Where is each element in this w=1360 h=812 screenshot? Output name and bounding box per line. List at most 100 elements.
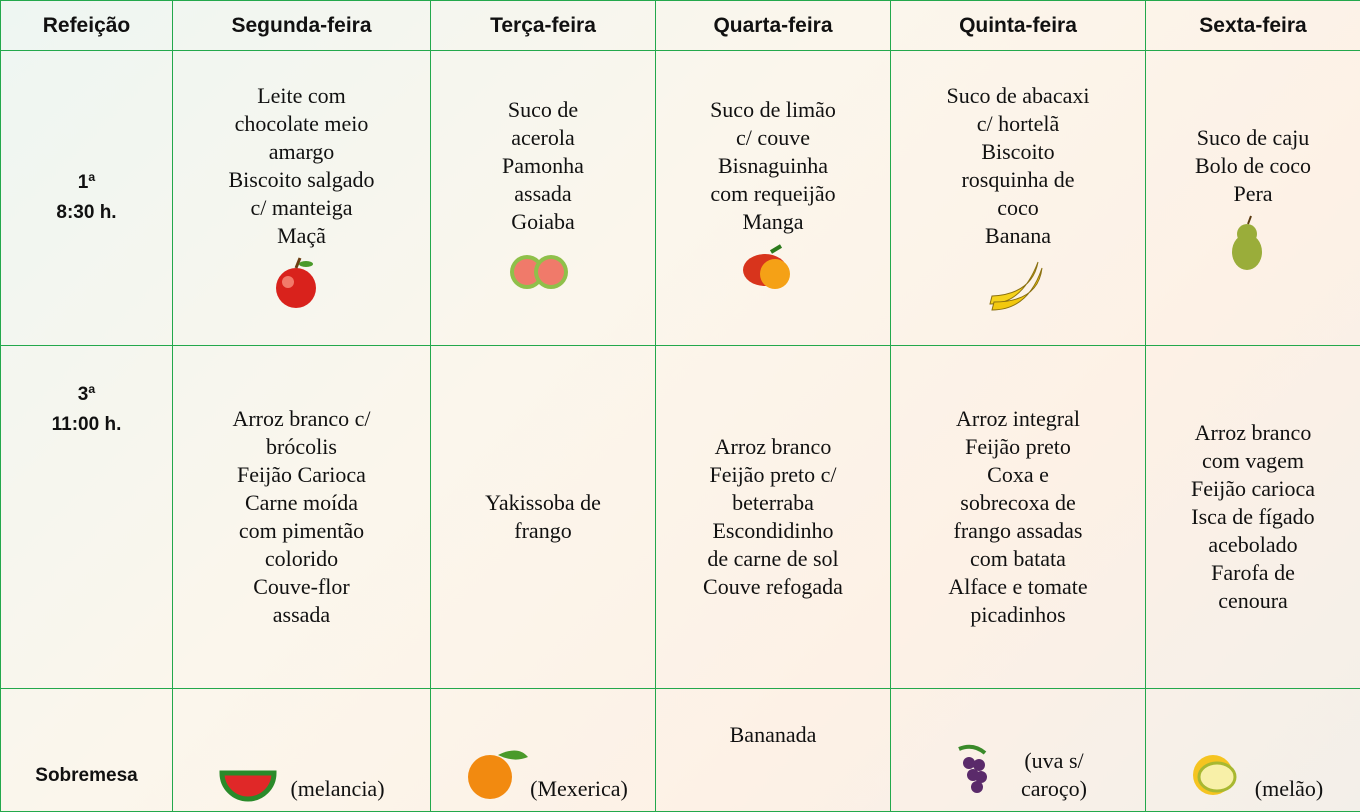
header-text: Refeição xyxy=(42,13,131,37)
menu-line: brócolis xyxy=(266,434,337,459)
menu-line: Suco de limão xyxy=(710,97,836,122)
menu-line: Leite com xyxy=(257,83,346,108)
row-label-cell: Sobremesa xyxy=(0,688,173,812)
menu-cell: Arroz branco com vagem Feijão carioca Isca … xyxy=(1145,345,1360,689)
fruit-icon xyxy=(1232,215,1262,270)
menu-line: acerola xyxy=(511,125,575,150)
header-text: Quinta-feira xyxy=(959,13,1077,37)
label-line: 8:30 h. xyxy=(56,202,117,223)
menu-line: Yakissoba de xyxy=(485,490,601,515)
row-label-cell: 1ª 8:30 h. xyxy=(0,50,173,346)
menu-text: Leite com chocolate meio amargo Biscoito sa… xyxy=(228,82,374,250)
menu-cell: Arroz branco Feijão preto c/beterraba Esco… xyxy=(655,345,891,689)
row-label-cell: 3ª 11:00 h. xyxy=(0,345,173,689)
menu-line: Arroz branco xyxy=(714,434,832,459)
menu-line: de carne de sol xyxy=(707,546,839,571)
menu-cell: Suco de limão c/ couve Bisnaguinha com requ… xyxy=(655,50,891,346)
menu-line: frango xyxy=(514,518,572,543)
menu-line: com batata xyxy=(970,546,1066,571)
menu-line: amargo xyxy=(268,139,335,164)
label-line: 11:00 h. xyxy=(51,414,122,435)
menu-text: Suco de caju Bolo de coco Pera xyxy=(1195,124,1311,208)
menu-cell: Leite com chocolate meio amargo Biscoito sa… xyxy=(172,50,431,346)
menu-cell: Bananada xyxy=(655,688,891,812)
label-line: 1ª xyxy=(77,172,96,193)
menu-cell: Suco de caju Bolo de coco Pera xyxy=(1145,50,1360,346)
menu-line: Arroz branco c/ xyxy=(232,406,371,431)
menu-line: Isca de fígado xyxy=(1191,504,1315,529)
menu-line: Suco de caju xyxy=(1196,125,1310,150)
menu-cell: (uva s/caroço) xyxy=(890,688,1146,812)
menu-line: c/ couve xyxy=(736,125,810,150)
menu-line: (melão) xyxy=(1254,776,1324,801)
header-cell: Quinta-feira xyxy=(890,0,1146,51)
row-label: 3ª 11:00 h. xyxy=(52,380,122,440)
fruit-icon xyxy=(958,744,988,793)
menu-line: cenoura xyxy=(1218,588,1288,613)
menu-line: Escondidinho xyxy=(712,518,834,543)
menu-line: Bolo de coco xyxy=(1194,153,1312,178)
fruit-icon xyxy=(1192,755,1237,795)
menu-line: chocolate meio xyxy=(234,111,369,136)
header-text: Quarta-feira xyxy=(713,13,833,37)
menu-line: Carne moída xyxy=(244,490,358,515)
menu-line: Manga xyxy=(742,209,804,234)
menu-line: assada xyxy=(514,181,572,206)
menu-text: Arroz branco com vagem Feijão carioca Isca … xyxy=(1191,419,1315,615)
menu-text: (uva s/caroço) xyxy=(1021,747,1087,803)
menu-line: rosquinha de xyxy=(961,167,1075,192)
menu-line: Arroz branco xyxy=(1194,420,1312,445)
menu-line: colorido xyxy=(264,546,339,571)
menu-line: Pamonha xyxy=(502,153,584,178)
menu-line: c/ manteiga xyxy=(250,195,353,220)
row-label: 1ª 8:30 h. xyxy=(56,168,116,228)
menu-text: Suco de limão c/ couve Bisnaguinha com requ… xyxy=(710,96,836,236)
menu-line: Biscoito salgado xyxy=(228,167,375,192)
menu-line: com pimentão xyxy=(238,518,365,543)
label-line: 3ª xyxy=(77,384,96,405)
menu-line: Coxa e xyxy=(987,462,1049,487)
menu-line: frango assadas xyxy=(953,518,1083,543)
label-line: Sobremesa xyxy=(35,765,138,786)
header-cell: Terça-feira xyxy=(430,0,656,51)
menu-line: Maçã xyxy=(277,223,326,248)
menu-text: Arroz branco Feijão preto c/beterraba Esco… xyxy=(703,433,843,601)
menu-line: com requeijão xyxy=(710,181,836,206)
menu-cell: (Mexerica) xyxy=(430,688,656,812)
menu-line: Banana xyxy=(985,223,1051,248)
menu-cell: Arroz integral Feijão preto Coxa e sobrecox… xyxy=(890,345,1146,689)
menu-line: Suco de abacaxi xyxy=(946,83,1090,108)
header-cell: Refeição xyxy=(0,0,173,51)
menu-text: Arroz integral Feijão preto Coxa e sobrecox… xyxy=(948,405,1087,629)
menu-text: (melão) xyxy=(1255,775,1323,803)
header-text: Terça-feira xyxy=(490,13,596,37)
fruit-icon xyxy=(468,750,529,799)
menu-line: Alface e tomate xyxy=(948,574,1088,599)
fruit-icon xyxy=(989,261,1043,311)
menu-cell: (melancia) xyxy=(172,688,431,812)
menu-line: picadinhos xyxy=(970,602,1066,627)
menu-line: c/ hortelã xyxy=(976,111,1060,136)
menu-line: Feijão carioca xyxy=(1191,476,1315,501)
menu-line: Feijão preto xyxy=(965,434,1071,459)
menu-line: coco xyxy=(997,195,1039,220)
menu-line: Couve-flor xyxy=(253,574,350,599)
menu-line: (uva s/ xyxy=(1024,748,1084,773)
menu-line: sobrecoxa de xyxy=(960,490,1076,515)
menu-text: Suco de acerola Pamonha assada Goiaba xyxy=(502,96,584,236)
menu-text: Arroz branco c/brócolis Feijão Carioca Car… xyxy=(232,405,370,629)
menu-line: acebolado xyxy=(1208,532,1298,557)
menu-line: Bananada xyxy=(729,722,817,747)
header-cell: Quarta-feira xyxy=(655,0,891,51)
menu-cell: Suco de acerola Pamonha assada Goiaba xyxy=(430,50,656,346)
menu-line: (melancia) xyxy=(290,776,385,801)
menu-line: Farofa de xyxy=(1211,560,1295,585)
menu-line: Feijão Carioca xyxy=(237,462,366,487)
menu-text: Yakissoba de frango xyxy=(485,489,601,545)
menu-line: Couve refogada xyxy=(703,574,843,599)
menu-text: Bananada xyxy=(730,721,817,749)
header-cell: Sexta-feira xyxy=(1145,0,1360,51)
row-label: Sobremesa xyxy=(35,761,137,791)
header-text: Sexta-feira xyxy=(1199,13,1307,37)
